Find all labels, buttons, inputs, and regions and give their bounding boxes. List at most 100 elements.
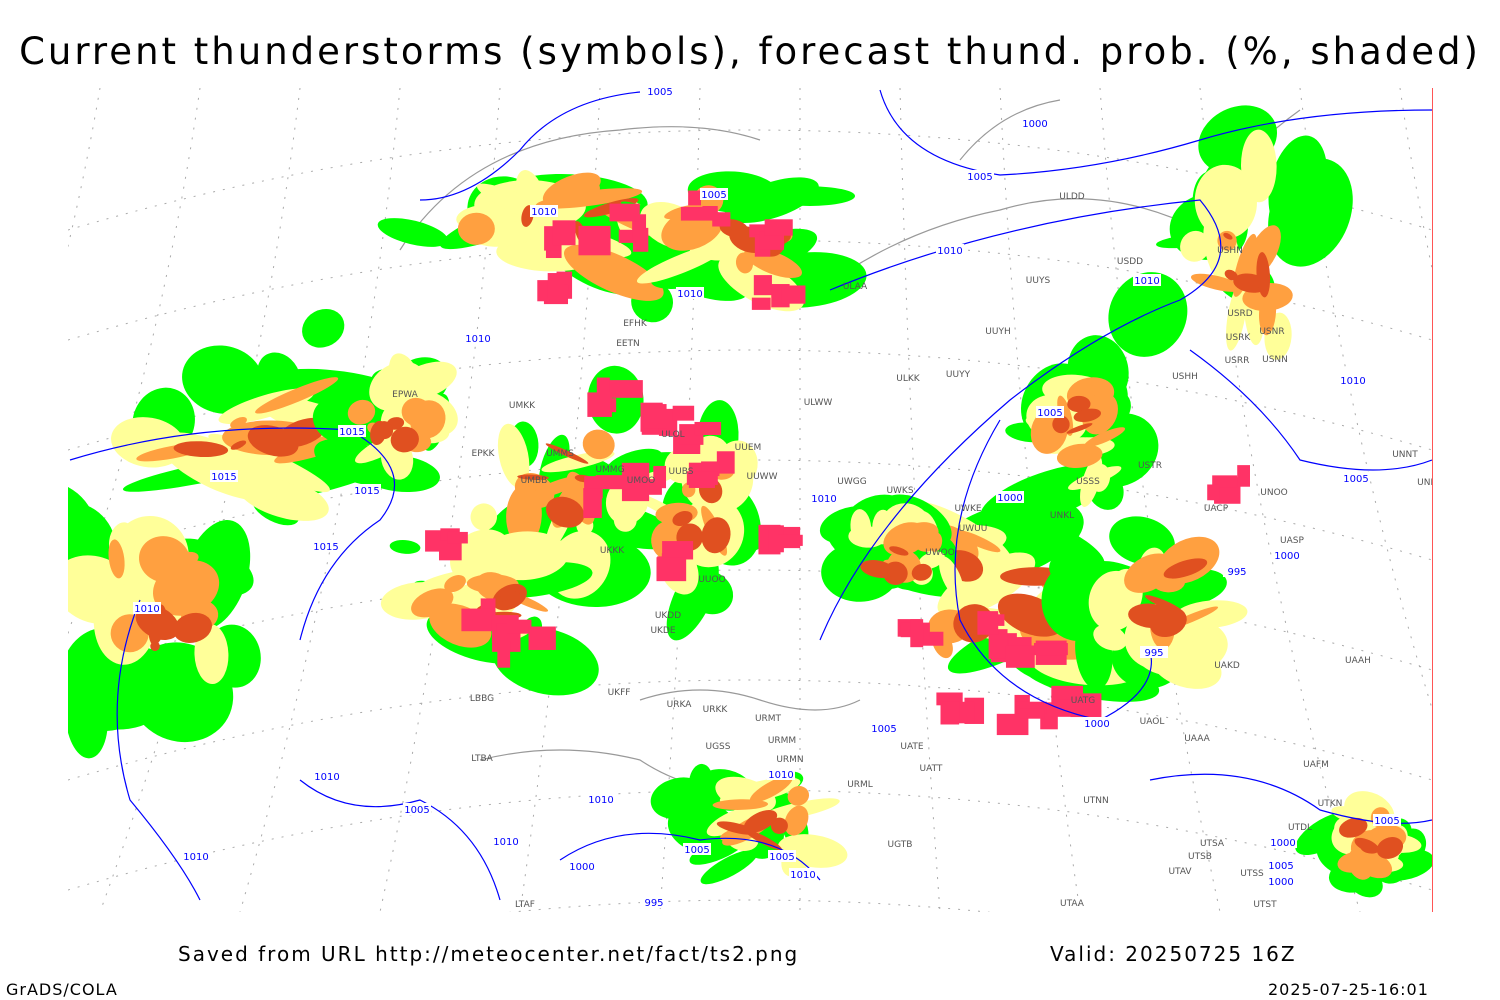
station-label-group: EPWA bbox=[392, 390, 419, 400]
isobar-label: 1000 bbox=[1268, 877, 1293, 888]
isobar-line bbox=[419, 91, 641, 201]
thunderstorm-symbol bbox=[528, 626, 556, 650]
isobar-label-group: 1010 bbox=[810, 492, 838, 505]
isobar-label-group: 1015 bbox=[353, 484, 381, 497]
station-label: UACP bbox=[1204, 504, 1229, 514]
station-label: UAKD bbox=[1214, 661, 1240, 671]
station-label-group: LTAF bbox=[515, 900, 535, 910]
station-label-group: UTKN bbox=[1318, 799, 1343, 809]
station-label: UNNT bbox=[1392, 450, 1418, 460]
thunderstorm-symbol bbox=[910, 619, 924, 648]
thunderstorm-symbol bbox=[996, 713, 1029, 736]
probability-area bbox=[607, 448, 663, 476]
isobar-line bbox=[954, 419, 1152, 721]
probability-area bbox=[108, 539, 125, 579]
probability-area bbox=[1163, 558, 1208, 579]
probability-area bbox=[701, 517, 731, 554]
thunderstorm-symbol bbox=[672, 405, 695, 421]
station-label-group: USHH bbox=[1172, 372, 1198, 382]
station-label: UWKE bbox=[954, 504, 981, 514]
isobar-label-bg bbox=[1140, 646, 1168, 658]
thunderstorm-symbol bbox=[940, 701, 960, 725]
isobar-label: 1000 bbox=[1022, 119, 1047, 130]
isobar-label-group: 1005 bbox=[683, 843, 711, 856]
station-label-group: EETN bbox=[616, 339, 640, 349]
station-label-group: UAAH bbox=[1345, 656, 1371, 666]
isobar-label: 995 bbox=[1227, 567, 1246, 578]
isobar-label-bg bbox=[768, 850, 796, 862]
station-label-group: UTAV bbox=[1168, 867, 1192, 877]
station-label-group: UATG bbox=[1071, 696, 1096, 706]
probability-area bbox=[1089, 463, 1111, 492]
isobar-label-bg bbox=[587, 793, 615, 805]
station-label: UTAV bbox=[1168, 867, 1192, 877]
probability-area bbox=[377, 218, 448, 247]
isobar-line bbox=[879, 89, 1432, 176]
thunderstorm-symbol bbox=[656, 557, 687, 582]
probability-area bbox=[1256, 252, 1271, 298]
probability-area bbox=[1246, 225, 1281, 277]
station-label-group: USRD bbox=[1227, 309, 1253, 319]
thunderstorm-symbol bbox=[686, 471, 718, 485]
isobar-label: 1010 bbox=[1340, 376, 1365, 387]
isobar-label-group: 995 bbox=[1223, 565, 1251, 578]
station-label-group: UWUU bbox=[959, 524, 988, 534]
station-label: ULWW bbox=[804, 398, 833, 408]
thunderstorm-symbol bbox=[1055, 699, 1083, 717]
thunderstorm-symbols bbox=[425, 190, 1250, 736]
probability-area bbox=[1056, 443, 1103, 469]
thunderstorm-symbol bbox=[587, 392, 612, 417]
station-label-group: USRR bbox=[1225, 356, 1250, 366]
isobar-label-bg bbox=[403, 803, 431, 815]
parallel-line bbox=[68, 679, 1432, 781]
station-label: UATT bbox=[920, 764, 943, 774]
station-label-group: UGTB bbox=[888, 840, 913, 850]
probability-area bbox=[582, 429, 615, 460]
station-label-group: UMOO bbox=[627, 476, 656, 486]
station-label: UGTB bbox=[888, 840, 913, 850]
station-label: UTKN bbox=[1318, 799, 1343, 809]
isobar-label-bg bbox=[683, 843, 711, 855]
isobar-label: 1005 bbox=[647, 88, 672, 98]
isobar-label: 1010 bbox=[314, 772, 339, 783]
station-label-group: UMBB bbox=[521, 476, 548, 486]
station-label: URML bbox=[847, 780, 873, 790]
station-label: LTBA bbox=[471, 754, 493, 764]
thunderstorm-symbol bbox=[547, 273, 564, 300]
thunderstorm-symbol bbox=[753, 275, 772, 296]
station-label: UWOO bbox=[925, 548, 955, 558]
station-label: URMM bbox=[768, 736, 796, 746]
station-label-group: UWGG bbox=[837, 477, 866, 487]
station-labels: ULDD USDD UUYS USHN ULAA USRD USNR USRK EFHK UUYH… bbox=[392, 192, 1432, 910]
station-label: UMMS bbox=[546, 449, 574, 459]
generated-timestamp: 2025-07-25-16:01 bbox=[1268, 980, 1429, 999]
probability-area bbox=[1066, 423, 1093, 434]
isobar-label-group: 1005 bbox=[870, 722, 898, 735]
station-label: UWKS bbox=[886, 486, 913, 496]
probability-area bbox=[182, 345, 264, 414]
station-label-group: USHN bbox=[1217, 246, 1243, 256]
meridian-line bbox=[68, 88, 101, 249]
probability-area bbox=[1226, 279, 1248, 351]
isobar-label-group: 1015 bbox=[312, 540, 340, 553]
isobar-label-bg bbox=[1083, 717, 1111, 729]
probability-area bbox=[787, 786, 810, 806]
isobar-label-group: 1010 bbox=[1339, 374, 1367, 387]
isobar-label: 995 bbox=[1144, 648, 1163, 659]
station-label: UMKK bbox=[509, 401, 536, 411]
isobar-label: 1005 bbox=[1037, 408, 1062, 419]
probability-area bbox=[389, 539, 421, 554]
isobar-label: 1000 bbox=[997, 493, 1022, 504]
isobar-label-group: 995 bbox=[1140, 646, 1168, 659]
station-label: UAFM bbox=[1303, 760, 1329, 770]
probability-area bbox=[173, 441, 229, 458]
isobar-label-group: 1005 bbox=[768, 850, 796, 863]
station-label: UAAA bbox=[1184, 734, 1210, 744]
station-label-group: UKFF bbox=[608, 688, 631, 698]
isobar-label-group: 1010 bbox=[789, 868, 817, 881]
isobar-label-group: 1000 bbox=[1269, 836, 1297, 849]
isobar-label-group: 1005 bbox=[403, 803, 431, 816]
probability-area bbox=[1240, 172, 1274, 188]
station-label: UWUU bbox=[959, 524, 988, 534]
isobar-label: 1010 bbox=[790, 870, 815, 881]
